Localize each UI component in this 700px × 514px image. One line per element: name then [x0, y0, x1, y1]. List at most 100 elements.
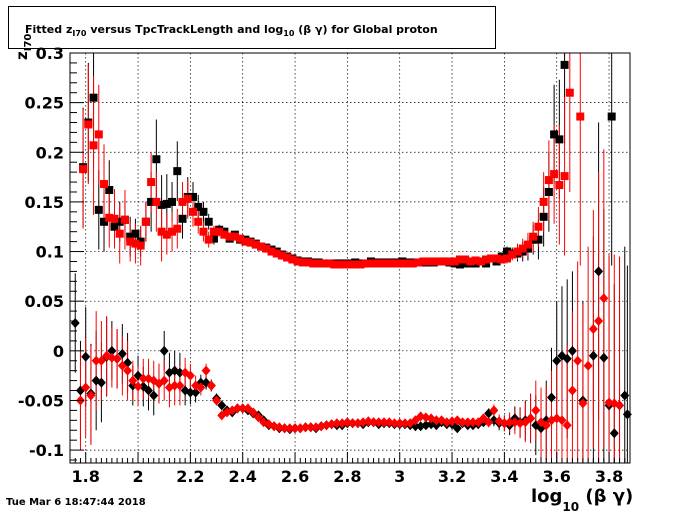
x-axis-title: log10 (β γ): [531, 486, 634, 514]
data-point: [86, 390, 96, 401]
data-point: [505, 417, 515, 428]
x-tick-label: 3.8: [595, 467, 623, 486]
data-point: [304, 258, 313, 267]
data-point: [225, 232, 234, 241]
data-point: [588, 323, 598, 334]
data-point: [173, 224, 182, 233]
data-point: [141, 217, 150, 226]
data-point: [267, 247, 276, 256]
data-point: [107, 345, 117, 356]
data-point: [149, 390, 159, 401]
data-point: [550, 130, 559, 139]
data-point: [238, 403, 248, 414]
x-tick-label: 2.2: [176, 467, 204, 486]
data-point: [482, 255, 491, 264]
data-point: [91, 375, 101, 386]
x-tick-label: 1.8: [72, 467, 100, 486]
data-point: [539, 212, 548, 221]
y-tick-label: 0: [53, 342, 64, 361]
y-tick-label: 0.05: [25, 292, 64, 311]
data-point: [117, 360, 127, 371]
data-point: [159, 345, 169, 356]
data-point: [461, 255, 470, 264]
data-point: [84, 120, 93, 129]
chart-title: Fitted zI70 versus TpcTrackLength and lo…: [25, 23, 438, 39]
data-point: [471, 256, 480, 265]
data-point: [546, 392, 556, 403]
data-point: [147, 178, 156, 187]
data-point: [544, 187, 553, 196]
data-point: [622, 409, 632, 420]
y-tick-label: 0.3: [36, 44, 64, 63]
data-point: [544, 176, 553, 185]
data-point: [199, 207, 208, 216]
data-point: [277, 251, 286, 260]
data-point: [173, 167, 182, 176]
data-point: [94, 205, 103, 214]
data-point: [168, 227, 177, 236]
data-point: [272, 249, 281, 258]
data-point: [541, 420, 551, 431]
data-point: [100, 180, 109, 189]
data-point: [369, 417, 379, 428]
data-point: [346, 260, 354, 269]
data-point: [70, 318, 80, 329]
data-point: [314, 259, 323, 268]
data-point: [209, 234, 218, 243]
data-point: [131, 229, 140, 238]
data-point: [168, 197, 177, 206]
data-point: [120, 215, 129, 224]
data-point: [126, 232, 135, 241]
data-point: [236, 234, 245, 243]
data-point: [131, 239, 140, 248]
data-point: [351, 260, 360, 269]
data-point: [560, 172, 569, 181]
data-point: [194, 217, 203, 226]
y-tick-label: 0.25: [25, 94, 64, 113]
x-tick-label: 3: [394, 467, 405, 486]
data-point: [400, 418, 410, 429]
data-point: [431, 415, 441, 426]
data-point: [552, 355, 562, 366]
data-point: [298, 258, 307, 267]
data-point: [110, 214, 119, 223]
data-point: [463, 417, 473, 428]
y-tick-label: 0.15: [25, 193, 64, 212]
data-point: [455, 255, 464, 264]
data-point: [175, 367, 185, 378]
data-point: [138, 373, 148, 384]
data-point: [414, 258, 423, 267]
data-point: [408, 259, 417, 268]
data-point: [332, 418, 342, 429]
data-point: [126, 237, 135, 246]
data-point: [290, 423, 300, 434]
data-point: [562, 420, 572, 431]
data-point: [555, 181, 564, 190]
data-point: [440, 257, 449, 266]
data-point: [434, 257, 443, 266]
data-point: [389, 418, 399, 429]
data-point: [112, 353, 122, 364]
data-point: [615, 400, 625, 411]
data-point: [330, 260, 339, 269]
data-point: [206, 380, 216, 391]
data-point: [81, 351, 91, 362]
x-tick-label: 3.4: [490, 467, 518, 486]
x-tick-label: 2.8: [333, 467, 361, 486]
data-point: [309, 259, 318, 268]
data-point: [162, 230, 171, 239]
data-point: [230, 232, 239, 241]
data-point: [152, 197, 161, 206]
data-point: [361, 259, 370, 268]
data-point: [395, 418, 405, 429]
data-point: [374, 417, 384, 428]
data-point: [89, 141, 98, 150]
data-point: [348, 418, 358, 429]
y-tick-label: 0.1: [36, 243, 64, 262]
data-point: [366, 259, 375, 268]
data-point: [539, 197, 548, 206]
data-point: [387, 259, 396, 268]
data-point: [531, 405, 541, 416]
data-point: [96, 355, 106, 366]
